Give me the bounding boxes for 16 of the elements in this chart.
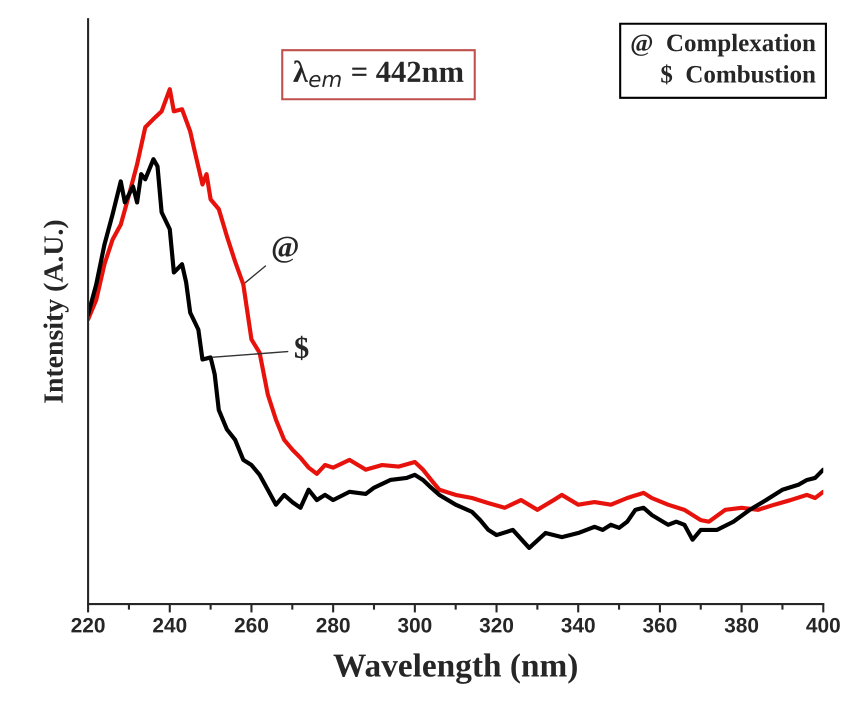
annotation: $ bbox=[295, 336, 308, 360]
annotation: @ bbox=[272, 236, 298, 263]
x-tick-label: 300 bbox=[398, 618, 432, 633]
text: @ Complexation $ Combustion bbox=[631, 34, 816, 84]
x-tick-label: 400 bbox=[806, 618, 840, 633]
x-tick-label: 220 bbox=[71, 618, 105, 633]
x-tick-label: 360 bbox=[643, 618, 676, 633]
x-tick-label: 320 bbox=[480, 618, 514, 633]
x-tick-label: 240 bbox=[153, 618, 186, 633]
x-tick-label: 280 bbox=[316, 618, 350, 633]
text: λ$_{em}$ = 442nm bbox=[293, 60, 464, 88]
y-axis-title: Intensity (A.U.) bbox=[43, 220, 69, 403]
x-tick-label: 260 bbox=[234, 618, 268, 633]
x-axis-title: Wavelength (nm) bbox=[333, 653, 577, 684]
x-tick-label: 380 bbox=[724, 618, 758, 633]
x-tick-label: 340 bbox=[561, 618, 595, 633]
